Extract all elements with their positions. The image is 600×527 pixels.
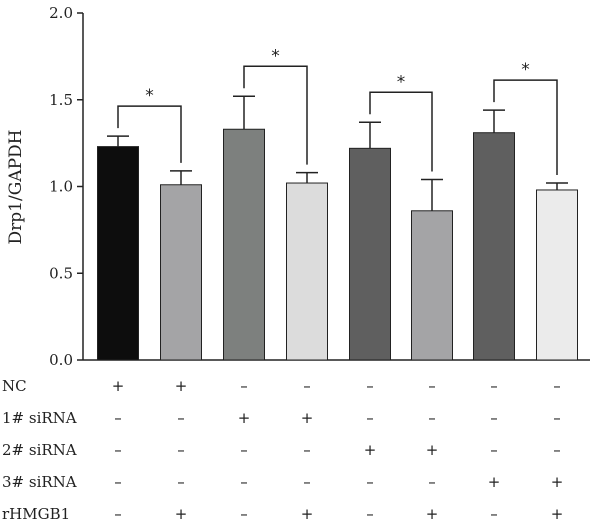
bar [97,146,139,361]
condition-mark: + [301,409,314,427]
condition-mark: – [114,505,122,523]
condition-mark: – [490,377,498,395]
condition-label: 2# siRNA [2,441,77,459]
significance-bracket [117,105,182,163]
significance-star: * [145,86,154,106]
condition-mark: – [428,377,436,395]
condition-mark: – [490,409,498,427]
y-tick-label: 1.5 [49,91,73,109]
condition-mark: – [114,409,122,427]
condition-mark: – [303,473,311,491]
condition-mark: – [366,473,374,491]
y-tick-label: 0.0 [49,351,73,369]
condition-mark: – [366,377,374,395]
significance-bracket [369,91,433,172]
significance-star: * [397,72,406,92]
condition-mark: – [240,473,248,491]
condition-mark: – [553,377,561,395]
significance-bracket [493,79,558,176]
bar [160,184,202,361]
condition-label: rHMGB1 [2,505,70,523]
condition-mark: – [177,409,185,427]
y-axis-label: Drp1/GAPDH [6,130,26,245]
condition-mark: + [488,473,501,491]
y-tick-label: 2.0 [49,4,73,22]
condition-mark: – [114,441,122,459]
condition-mark: + [175,505,188,523]
condition-table: NC + + – – – – – – 1# siRNA – – + + – – – – 2# siRNA – – – – + +… [2,377,563,523]
significance-star: * [271,46,280,66]
condition-mark: – [240,441,248,459]
condition-mark: – [366,505,374,523]
condition-mark: – [553,441,561,459]
condition-mark: + [238,409,251,427]
bar [223,128,265,361]
y-tick-label: 0.5 [49,264,73,282]
bar [536,189,578,361]
condition-mark: – [240,505,248,523]
condition-label: 1# siRNA [2,409,77,427]
condition-mark: – [553,409,561,427]
bar [473,132,515,361]
bar [349,147,391,361]
condition-mark: – [366,409,374,427]
condition-mark: – [428,409,436,427]
condition-mark: + [112,377,125,395]
condition-mark: + [551,473,564,491]
error-bars-group [107,95,568,211]
condition-mark: – [428,473,436,491]
condition-mark: + [426,505,439,523]
condition-mark: + [301,505,314,523]
condition-mark: – [114,473,122,491]
condition-mark: – [490,441,498,459]
condition-mark: – [303,441,311,459]
bar [411,210,453,361]
significance-bracket [243,65,308,165]
condition-mark: + [364,441,377,459]
condition-mark: + [426,441,439,459]
condition-mark: – [490,505,498,523]
bars-group [97,128,578,361]
condition-mark: + [175,377,188,395]
significance-brackets: * * * * [117,46,558,176]
condition-label: 3# siRNA [2,473,77,491]
condition-mark: – [177,473,185,491]
y-tick-label: 1.0 [49,178,73,196]
condition-mark: – [240,377,248,395]
bar [286,182,328,361]
significance-star: * [521,60,530,80]
condition-mark: + [551,505,564,523]
condition-label: NC [2,377,27,395]
condition-mark: – [303,377,311,395]
condition-mark: – [177,441,185,459]
